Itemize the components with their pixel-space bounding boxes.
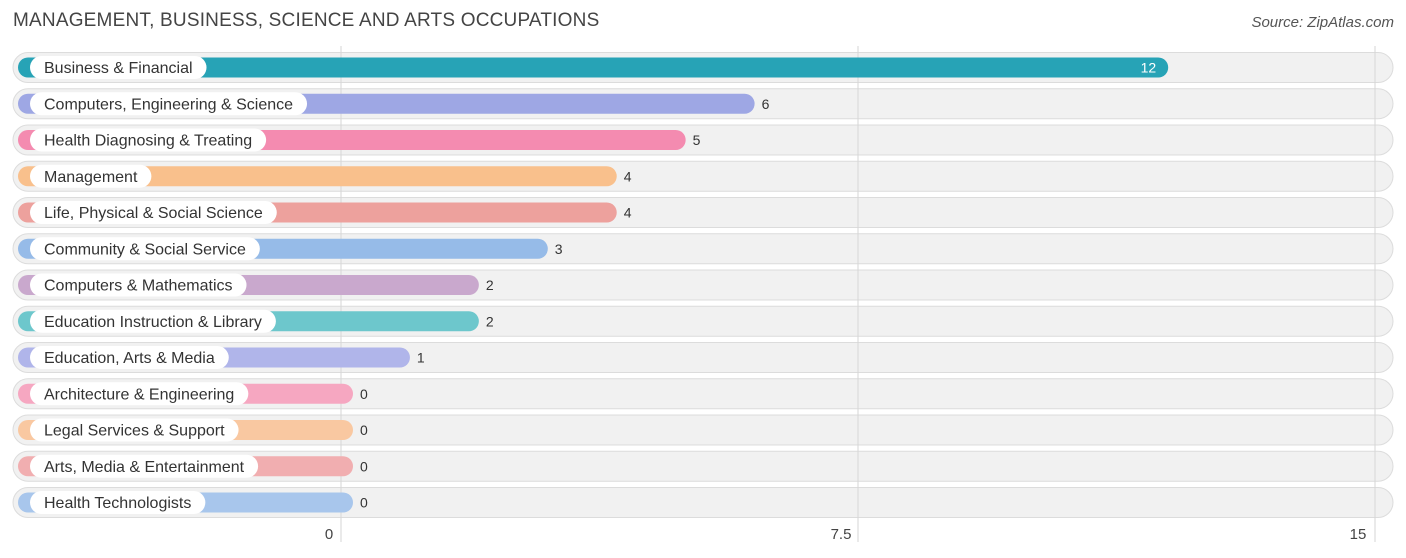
row-background <box>12 378 1394 410</box>
category-label-pill <box>30 418 239 442</box>
value-label: 5 <box>693 132 701 148</box>
x-tick-label: 15 <box>1350 526 1367 543</box>
category-label: Arts, Media & Entertainment <box>44 459 245 476</box>
category-label-pill <box>30 346 229 369</box>
bar-group-arts-media-entertainment: Arts, Media & Entertainment 0 <box>18 454 368 478</box>
category-label-pill <box>30 201 277 224</box>
category-label-pill <box>30 309 276 333</box>
bar-group-computers-mathematics: Computers & Mathematics 2 <box>18 273 494 297</box>
bar-group-health-technologists: Health Technologists 0 <box>18 491 368 514</box>
row-background <box>12 414 1394 446</box>
value-label: 3 <box>555 241 563 257</box>
value-label: 2 <box>486 313 494 329</box>
bar <box>18 166 617 187</box>
category-label: Life, Physical & Social Science <box>44 205 263 222</box>
category-label-pill <box>30 491 206 514</box>
value-label: 0 <box>360 458 368 474</box>
value-label: 1 <box>417 350 425 366</box>
category-label: Community & Social Service <box>44 241 246 258</box>
bar-group-life-physical-social-science: Life, Physical & Social Science 4 <box>18 201 632 224</box>
category-label: Legal Services & Support <box>44 423 225 440</box>
category-label: Computers & Mathematics <box>44 278 233 295</box>
value-label: 0 <box>360 422 368 438</box>
bar-group-education-arts-media: Education, Arts & Media 1 <box>18 346 425 369</box>
category-label-pill <box>30 237 260 261</box>
category-label: Education, Arts & Media <box>44 350 215 367</box>
category-label: Management <box>44 169 138 186</box>
category-label: Business & Financial <box>44 60 193 77</box>
x-tick-label: 7.5 <box>831 526 852 543</box>
bar-group-community-social-service: Community & Social Service 3 <box>18 237 563 261</box>
bar-group-business-financial: Business & Financial 12 <box>18 56 1169 79</box>
bar-group-health-diagnosing-treating: Health Diagnosing & Treating 5 <box>18 128 701 152</box>
value-label: 0 <box>360 495 368 511</box>
value-label: 4 <box>624 205 632 221</box>
category-label-pill <box>30 164 152 188</box>
category-label-pill <box>30 273 247 297</box>
value-label: 6 <box>762 96 770 112</box>
row-background <box>12 487 1394 518</box>
category-label: Education Instruction & Library <box>44 314 262 331</box>
category-label: Computers, Engineering & Science <box>44 96 293 113</box>
chart-title: MANAGEMENT, BUSINESS, SCIENCE AND ARTS O… <box>13 10 600 31</box>
category-label: Health Diagnosing & Treating <box>44 133 252 150</box>
category-label-pill <box>30 128 267 152</box>
bar-group-legal-services-support: Legal Services & Support 0 <box>18 418 368 442</box>
category-label-pill <box>30 92 308 116</box>
row-background <box>12 450 1394 482</box>
category-label-pill <box>30 56 207 79</box>
bar <box>18 57 1169 78</box>
bar-group-architecture-engineering: Architecture & Engineering 0 <box>18 382 368 406</box>
category-label-pill <box>30 382 249 406</box>
category-label: Health Technologists <box>44 495 191 512</box>
source-label: Source: ZipAtlas.com <box>1251 14 1394 31</box>
value-label: 4 <box>624 168 632 184</box>
bar-group-management: Management 4 <box>18 164 632 188</box>
bar-group-education-instruction-library: Education Instruction & Library 2 <box>18 309 494 333</box>
value-label: 12 <box>1141 60 1157 76</box>
x-tick-label: 0 <box>325 526 333 543</box>
category-label-pill <box>30 454 259 478</box>
value-label: 2 <box>486 277 494 293</box>
category-label: Architecture & Engineering <box>44 386 234 403</box>
bar-group-computers-engineering-science: Computers, Engineering & Science 6 <box>18 92 770 116</box>
value-label: 0 <box>360 386 368 402</box>
